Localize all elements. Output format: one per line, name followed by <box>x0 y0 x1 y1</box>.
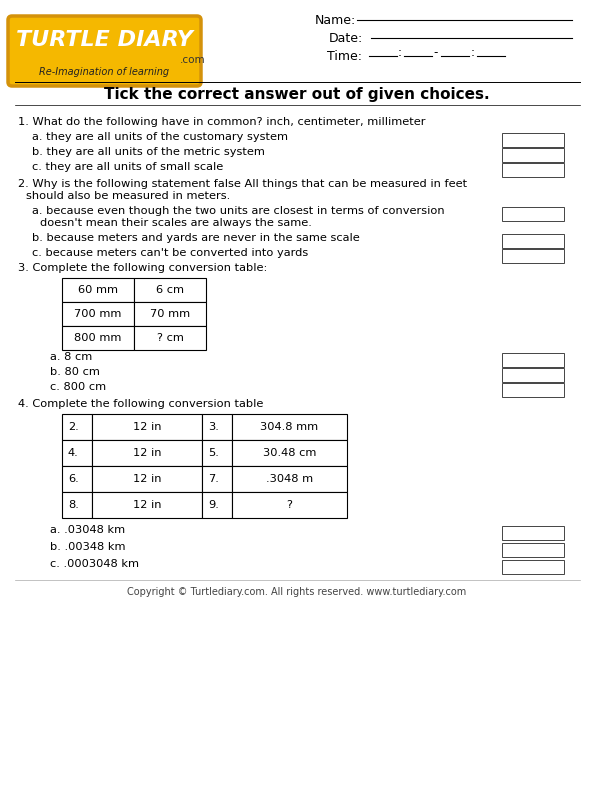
Text: 12 in: 12 in <box>133 448 161 458</box>
Bar <box>62 278 134 302</box>
Bar <box>502 353 564 367</box>
Text: 1. What do the following have in common? inch, centimeter, millimeter: 1. What do the following have in common?… <box>18 117 425 127</box>
Text: 5.: 5. <box>208 448 219 458</box>
Text: 8.: 8. <box>68 500 79 510</box>
Text: 4.: 4. <box>68 448 79 458</box>
Bar <box>202 466 232 492</box>
Text: 3. Complete the following conversion table:: 3. Complete the following conversion tab… <box>18 263 267 273</box>
Bar <box>232 492 347 518</box>
Text: Re-Imagination of learning: Re-Imagination of learning <box>39 67 169 77</box>
Bar <box>134 326 206 350</box>
Bar <box>502 249 564 263</box>
Bar <box>202 414 232 440</box>
Bar <box>502 383 564 397</box>
Bar <box>92 414 202 440</box>
Text: .com: .com <box>180 55 206 65</box>
Text: Name:: Name: <box>315 14 356 27</box>
Bar <box>502 148 564 162</box>
Text: a. .03048 km: a. .03048 km <box>50 525 125 535</box>
Text: 700 mm: 700 mm <box>74 309 122 319</box>
Text: b. they are all units of the metric system: b. they are all units of the metric syst… <box>32 147 265 157</box>
Bar <box>134 278 206 302</box>
Bar <box>502 163 564 177</box>
Bar <box>232 440 347 466</box>
Bar <box>502 368 564 382</box>
Text: c. .0003048 km: c. .0003048 km <box>50 559 139 569</box>
Text: ?: ? <box>287 500 293 510</box>
Text: 12 in: 12 in <box>133 474 161 484</box>
Bar <box>92 440 202 466</box>
Text: Tick the correct answer out of given choices.: Tick the correct answer out of given cho… <box>104 86 490 102</box>
Text: 6.: 6. <box>68 474 79 484</box>
Text: 7.: 7. <box>208 474 219 484</box>
Text: c. 800 cm: c. 800 cm <box>50 382 106 392</box>
Bar <box>232 414 347 440</box>
Text: :: : <box>471 46 475 59</box>
Bar <box>134 302 206 326</box>
Text: b. .00348 km: b. .00348 km <box>50 542 126 552</box>
Bar <box>92 492 202 518</box>
Bar <box>502 234 564 248</box>
Bar <box>502 526 564 540</box>
Text: ? cm: ? cm <box>156 333 183 343</box>
Text: :: : <box>398 46 402 59</box>
Text: 12 in: 12 in <box>133 500 161 510</box>
Text: Copyright © Turtlediary.com. All rights reserved. www.turtlediary.com: Copyright © Turtlediary.com. All rights … <box>127 587 466 597</box>
Bar <box>62 466 92 492</box>
Text: 12 in: 12 in <box>133 422 161 432</box>
Text: Date:: Date: <box>329 32 364 45</box>
Text: 800 mm: 800 mm <box>74 333 122 343</box>
Text: a. 8 cm: a. 8 cm <box>50 352 92 362</box>
Text: -: - <box>434 46 438 59</box>
Text: Time:: Time: <box>327 50 362 63</box>
Text: 304.8 mm: 304.8 mm <box>261 422 318 432</box>
Text: 30.48 cm: 30.48 cm <box>263 448 316 458</box>
Text: 60 mm: 60 mm <box>78 285 118 295</box>
Text: 2.: 2. <box>68 422 79 432</box>
Text: a. because even though the two units are closest in terms of conversion: a. because even though the two units are… <box>32 206 444 216</box>
Text: a. they are all units of the customary system: a. they are all units of the customary s… <box>32 132 288 142</box>
Bar <box>92 466 202 492</box>
Text: .3048 m: .3048 m <box>266 474 313 484</box>
Text: doesn't mean their scales are always the same.: doesn't mean their scales are always the… <box>40 218 312 228</box>
Bar <box>502 543 564 557</box>
Text: c. because meters can't be converted into yards: c. because meters can't be converted int… <box>32 248 308 258</box>
FancyBboxPatch shape <box>8 16 201 86</box>
Text: 4. Complete the following conversion table: 4. Complete the following conversion tab… <box>18 399 264 409</box>
Bar <box>62 326 134 350</box>
Text: TURTLE DIARY: TURTLE DIARY <box>15 30 192 50</box>
Text: 9.: 9. <box>208 500 219 510</box>
Text: should also be measured in meters.: should also be measured in meters. <box>26 191 230 201</box>
Text: b. 80 cm: b. 80 cm <box>50 367 100 377</box>
Bar <box>502 560 564 574</box>
Bar <box>62 492 92 518</box>
Text: 2. Why is the following statement false All things that can be measured in feet: 2. Why is the following statement false … <box>18 179 467 189</box>
Bar <box>502 133 564 147</box>
Text: 70 mm: 70 mm <box>150 309 190 319</box>
Text: TURTLE DIARY: TURTLE DIARY <box>15 30 192 50</box>
Text: b. because meters and yards are never in the same scale: b. because meters and yards are never in… <box>32 233 360 243</box>
Bar <box>62 440 92 466</box>
Bar <box>232 466 347 492</box>
Bar <box>502 207 564 221</box>
Bar <box>202 440 232 466</box>
Bar <box>62 414 92 440</box>
Bar <box>62 302 134 326</box>
Bar <box>202 492 232 518</box>
Text: 3.: 3. <box>208 422 219 432</box>
Text: c. they are all units of small scale: c. they are all units of small scale <box>32 162 223 172</box>
Text: 6 cm: 6 cm <box>156 285 184 295</box>
